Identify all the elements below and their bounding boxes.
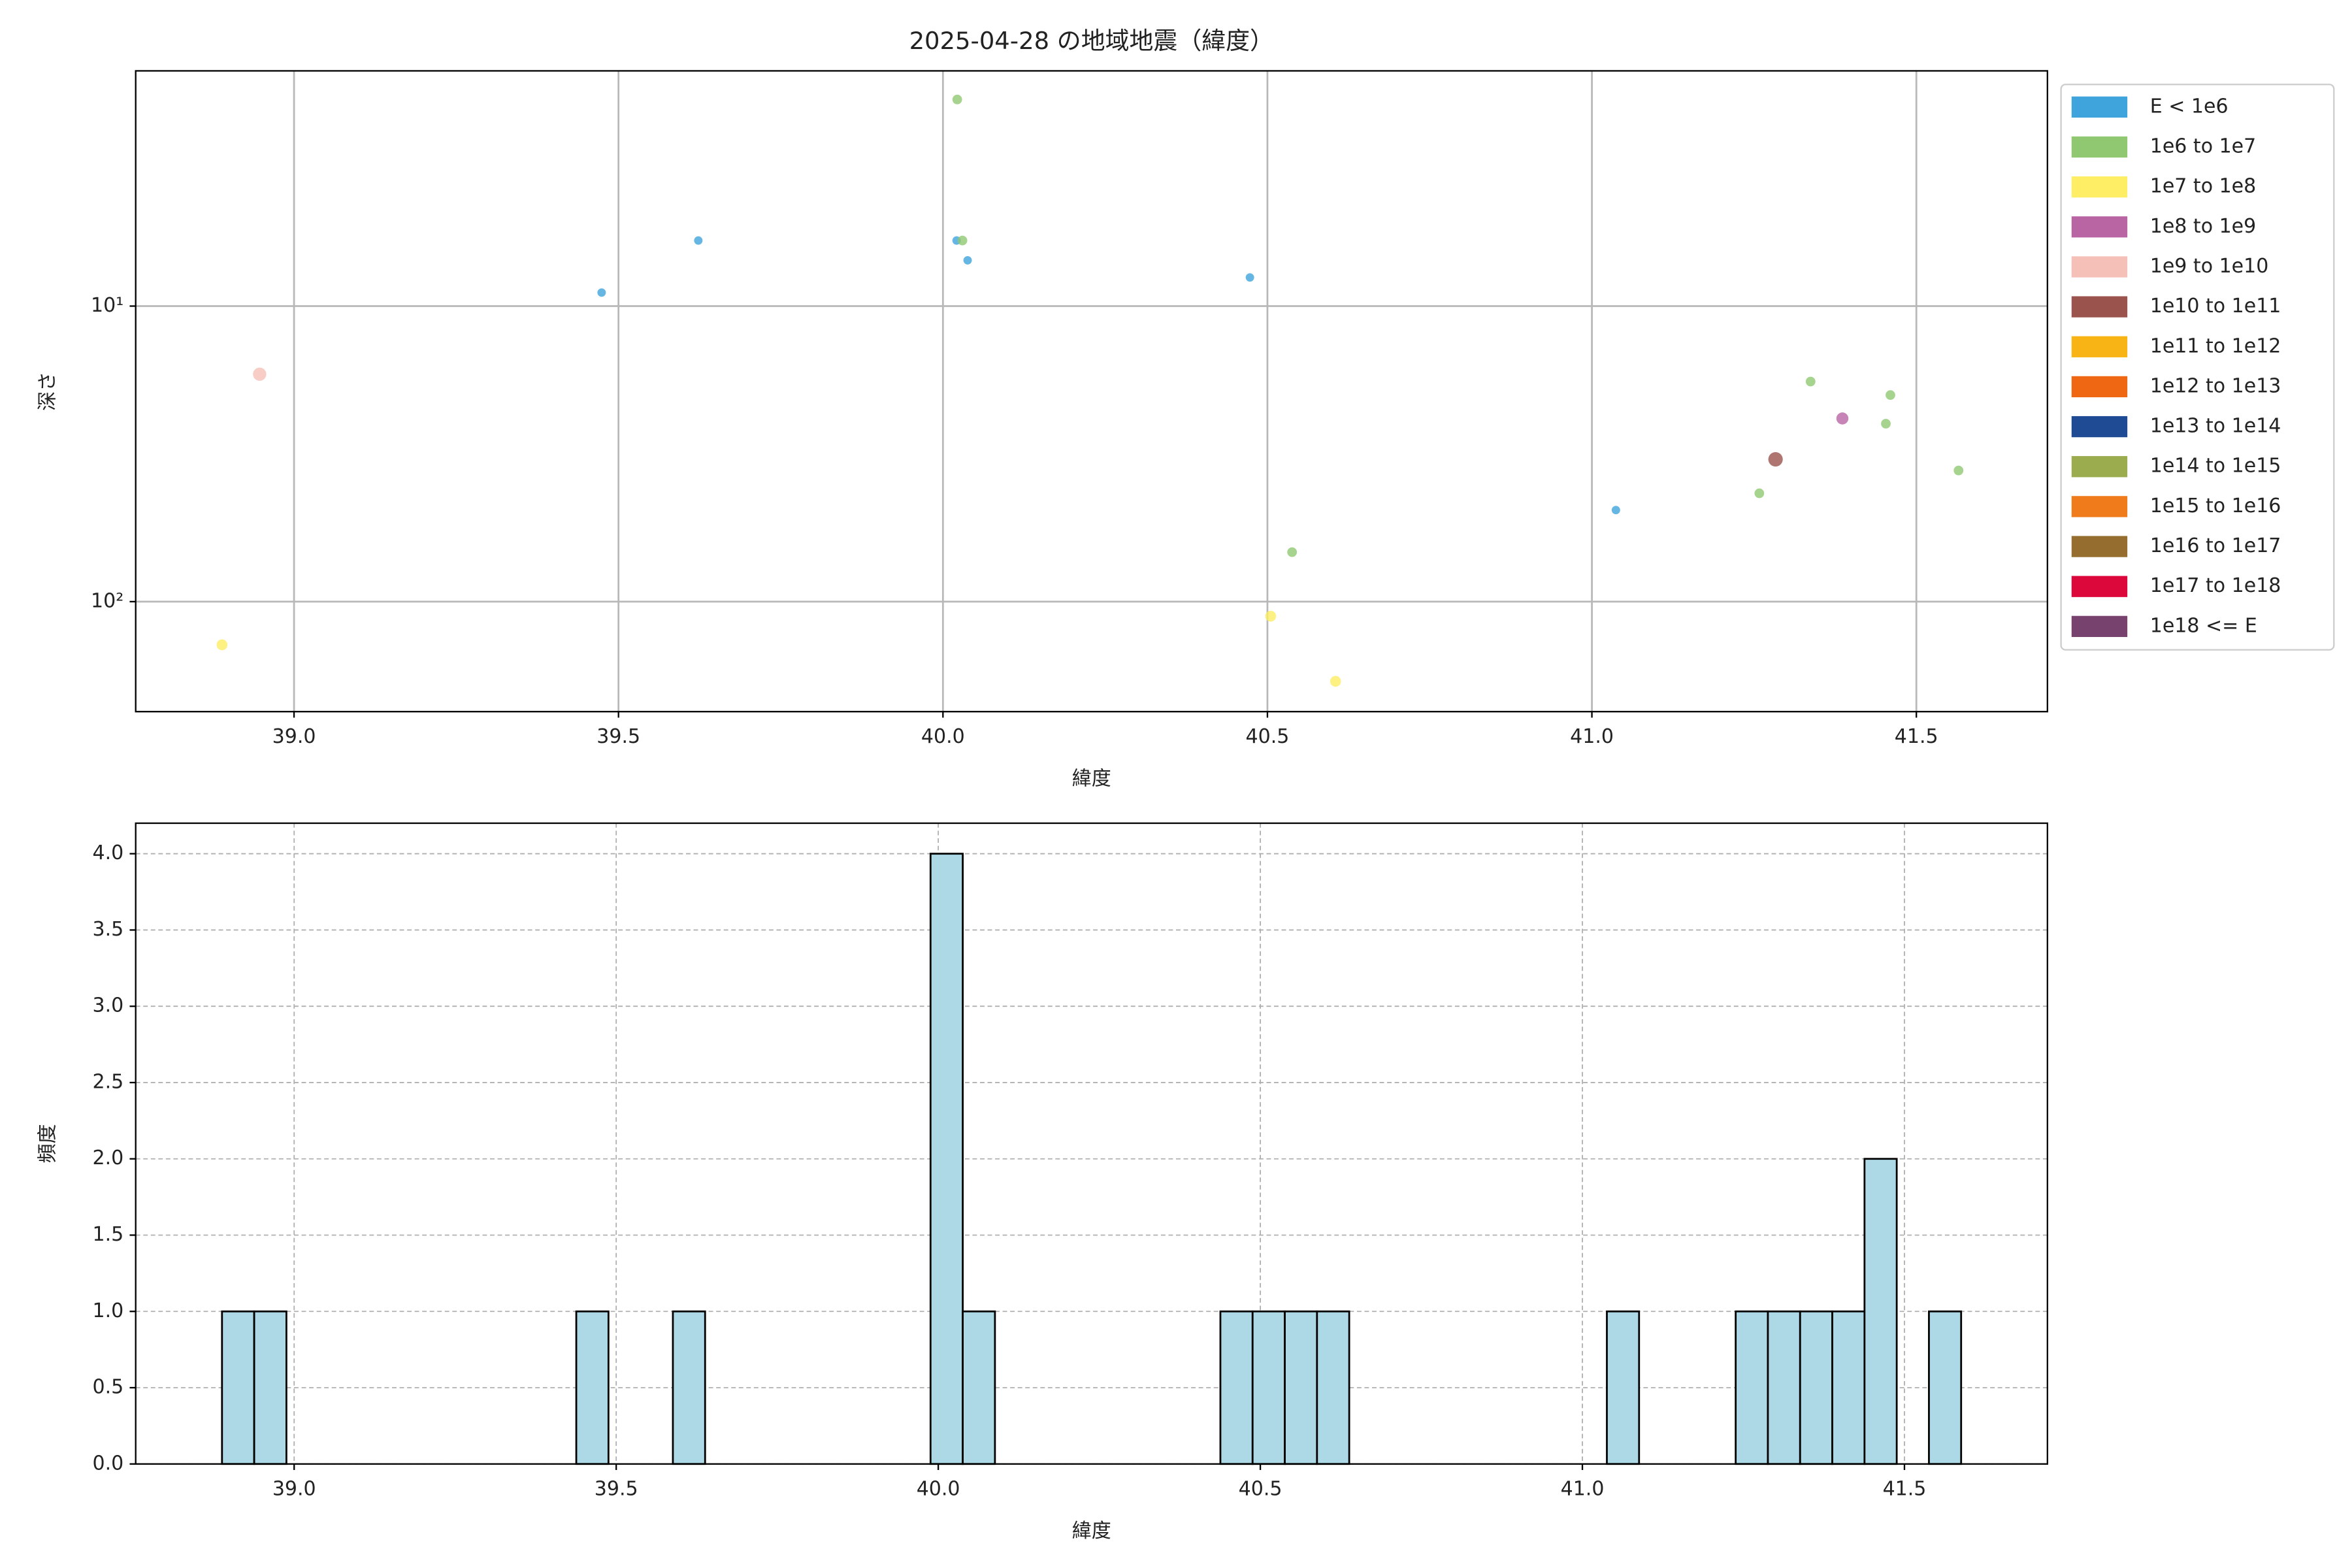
x-tick-label: 41.5 xyxy=(1883,1478,1927,1501)
y-tick-label: 10² xyxy=(91,589,123,612)
legend-swatch xyxy=(2071,136,2128,158)
legend-label: 1e6 to 1e7 xyxy=(2150,135,2256,158)
legend-swatch xyxy=(2071,615,2128,637)
histogram-bar xyxy=(221,1310,255,1465)
histogram-bar xyxy=(1799,1310,1833,1465)
plot-frame xyxy=(135,822,2048,1465)
legend-label: 1e18 <= E xyxy=(2150,614,2257,637)
histogram-bar xyxy=(1928,1310,1963,1465)
x-tick-label: 39.0 xyxy=(272,1478,316,1501)
y-axis-label: 頻度 xyxy=(36,1124,59,1163)
legend-swatch xyxy=(2071,216,2128,238)
data-point xyxy=(597,288,606,297)
histogram-bar xyxy=(1735,1310,1769,1465)
histogram-bar xyxy=(1831,1310,1866,1465)
data-point xyxy=(1287,547,1298,557)
legend-label: 1e13 to 1e14 xyxy=(2150,415,2281,438)
data-point xyxy=(1953,465,1964,476)
x-tick-label: 41.0 xyxy=(1570,725,1614,748)
histogram-bar xyxy=(1251,1310,1286,1465)
x-axis-label: 緯度 xyxy=(1072,1520,1111,1543)
histogram-bar xyxy=(1767,1310,1801,1465)
y-tick-label: 1.5 xyxy=(93,1223,124,1246)
legend-swatch xyxy=(2071,536,2128,557)
y-tick-label: 10¹ xyxy=(91,294,123,317)
x-axis-label: 緯度 xyxy=(1072,768,1111,791)
histogram-bar xyxy=(1219,1310,1254,1465)
legend-swatch xyxy=(2071,176,2128,198)
data-point xyxy=(1245,273,1254,282)
legend-label: 1e11 to 1e12 xyxy=(2150,335,2281,357)
histogram-bar xyxy=(575,1310,610,1465)
legend-swatch xyxy=(2071,496,2128,517)
y-axis-label: 深さ xyxy=(36,372,59,411)
legend-swatch xyxy=(2071,376,2128,398)
y-tick-label: 2.5 xyxy=(93,1070,124,1093)
legend-swatch xyxy=(2071,296,2128,318)
data-point xyxy=(952,94,962,105)
legend-label: 1e16 to 1e17 xyxy=(2150,534,2281,557)
histogram-bar xyxy=(1284,1310,1318,1465)
x-tick-label: 40.5 xyxy=(1239,1478,1282,1501)
data-point xyxy=(253,367,267,381)
x-tick-label: 41.5 xyxy=(1895,725,1938,748)
data-point xyxy=(216,639,228,651)
y-tick-label: 1.0 xyxy=(93,1299,124,1322)
legend-swatch xyxy=(2071,96,2128,118)
y-tick-label: 2.0 xyxy=(93,1147,124,1169)
legend-label: 1e8 to 1e9 xyxy=(2150,215,2256,238)
histogram-bar xyxy=(1606,1310,1641,1465)
histogram-bar xyxy=(962,1310,996,1465)
data-point xyxy=(1836,412,1849,425)
histogram-bar xyxy=(929,853,964,1465)
data-point xyxy=(957,235,968,246)
data-point xyxy=(1330,676,1341,687)
x-tick-label: 39.0 xyxy=(272,725,316,748)
data-point xyxy=(1768,451,1783,467)
y-tick-label: 3.5 xyxy=(93,918,124,941)
legend-swatch xyxy=(2071,256,2128,278)
y-tick-label: 4.0 xyxy=(93,841,124,864)
legend-label: 1e14 to 1e15 xyxy=(2150,455,2281,478)
legend-swatch xyxy=(2071,576,2128,597)
x-tick-label: 40.0 xyxy=(921,725,965,748)
data-point xyxy=(694,236,703,245)
y-tick-label: 0.5 xyxy=(93,1376,124,1399)
data-point xyxy=(963,255,972,265)
legend-label: 1e12 to 1e13 xyxy=(2150,374,2281,397)
data-point xyxy=(1886,390,1895,400)
data-point xyxy=(1611,506,1620,515)
legend-box xyxy=(2060,84,2335,651)
x-tick-label: 41.0 xyxy=(1561,1478,1605,1501)
legend-swatch xyxy=(2071,336,2128,357)
data-point xyxy=(1881,419,1891,429)
chart-title: 2025-04-28 の地域地震（緯度） xyxy=(909,27,1274,55)
x-tick-label: 40.0 xyxy=(917,1478,960,1501)
legend-swatch xyxy=(2071,456,2128,478)
histogram-bar xyxy=(672,1310,706,1465)
histogram-bar xyxy=(1316,1310,1350,1465)
data-point xyxy=(1805,376,1816,387)
histogram-bar xyxy=(253,1310,287,1465)
data-point xyxy=(1265,610,1277,622)
legend-label: 1e10 to 1e11 xyxy=(2150,295,2281,318)
y-tick-label: 3.0 xyxy=(93,994,124,1017)
histogram-bar xyxy=(1863,1158,1898,1465)
legend-label: 1e9 to 1e10 xyxy=(2150,255,2269,278)
legend-swatch xyxy=(2071,416,2128,438)
legend-label: 1e17 to 1e18 xyxy=(2150,574,2281,597)
data-point xyxy=(1754,488,1765,498)
x-tick-label: 40.5 xyxy=(1246,725,1290,748)
x-tick-label: 39.5 xyxy=(596,725,640,748)
plot-frame xyxy=(135,70,2048,713)
y-tick-label: 0.0 xyxy=(93,1452,124,1475)
legend-label: 1e15 to 1e16 xyxy=(2150,495,2281,517)
x-tick-label: 39.5 xyxy=(595,1478,638,1501)
legend-label: 1e7 to 1e8 xyxy=(2150,175,2256,198)
legend-label: E < 1e6 xyxy=(2150,95,2229,118)
